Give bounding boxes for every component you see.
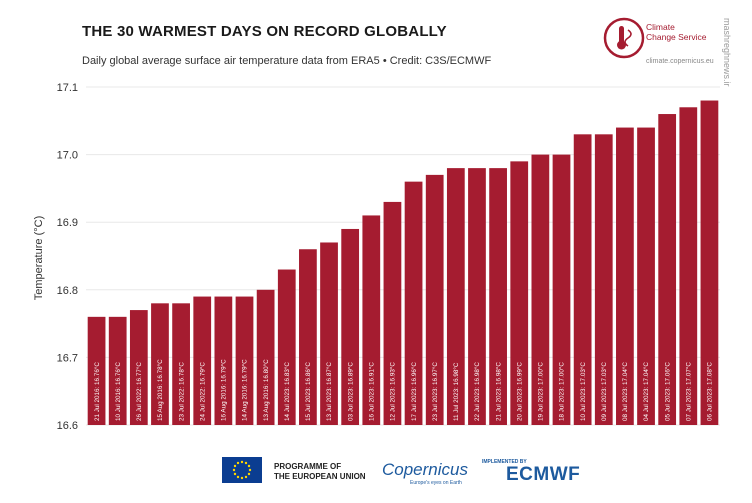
bar: [679, 107, 698, 425]
bar-label: 10 Jul 2016: 16.76°C: [114, 362, 122, 421]
bar-label: 11 Jul 2023: 16.98°C: [452, 362, 460, 421]
bar-label: 18 Jul 2023: 17.00°C: [558, 362, 566, 421]
chart-subtitle: Daily global average surface air tempera…: [82, 55, 492, 67]
bar: [129, 310, 148, 425]
bar: [637, 127, 655, 425]
bar: [404, 181, 423, 425]
bar: [383, 201, 402, 425]
bar-label: 04 Jul 2023: 17.04°C: [642, 362, 650, 421]
copernicus-tagline: Europe's eyes on Earth: [410, 480, 462, 486]
y-tick-label: 17.0: [57, 150, 78, 162]
bar-label: 09 Jul 2023: 17.03°C: [600, 362, 608, 421]
y-tick-label: 16.7: [57, 352, 78, 364]
bar: [573, 134, 592, 425]
bar: [193, 296, 212, 425]
c3s-logo-icon: [603, 17, 645, 59]
bar: [658, 114, 677, 425]
bar: [616, 127, 634, 425]
bar: [531, 154, 550, 425]
eu-line1: PROGRAMME OF: [274, 462, 342, 471]
y-tick-label: 17.1: [57, 82, 78, 94]
implemented-by-text: IMPLEMENTED BY: [482, 459, 527, 465]
bar-label: 13 Aug 2016: 16.80°C: [262, 359, 270, 421]
watermark: mashreghnews.ir: [722, 18, 732, 87]
bar-label: 21 Jul 2023: 16.98°C: [494, 362, 502, 421]
eu-line2: THE EUROPEAN UNION: [274, 472, 366, 481]
bar-label: 23 Jul 2023: 16.97°C: [431, 362, 439, 421]
bar-label: 16 Aug 2016: 16.79°C: [220, 359, 228, 421]
bar: [277, 269, 296, 425]
c3s-line1: Climate: [646, 22, 675, 32]
bars: 21 Jul 2016: 16.76°C 10 Jul 2016: 16.76°C…: [87, 100, 719, 426]
bar-label: 08 Jul 2023: 17.04°C: [621, 362, 629, 421]
bar-label: 12 Jul 2023: 16.93°C: [389, 362, 397, 421]
bar: [256, 289, 275, 425]
bar: [446, 168, 465, 425]
bar: [341, 228, 360, 425]
bar-label: 06 Jul 2023: 17.08°C: [706, 362, 714, 421]
c3s-line2: Change Service: [646, 32, 707, 42]
copernicus-logo: Copernicus: [382, 460, 468, 479]
bar-label: 24 Jul 2022: 16.79°C: [198, 362, 206, 421]
bar-label: 17 Jul 2023: 16.96°C: [410, 362, 418, 421]
bar-label: 15 Jul 2023: 16.86°C: [304, 362, 312, 421]
c3s-logo-text: Climate Change Service: [646, 22, 706, 42]
bar: [172, 303, 190, 425]
bar: [510, 161, 529, 426]
bar-label: 07 Jul 2023: 17.07°C: [685, 362, 693, 421]
bar-label: 20 Jul 2023: 16.99°C: [515, 362, 523, 421]
y-tick-label: 16.9: [57, 217, 78, 229]
bar-label: 14 Jul 2023: 16.83°C: [283, 362, 291, 421]
eu-programme-text: PROGRAMME OF THE EUROPEAN UNION: [274, 462, 366, 482]
bar-label: 22 Jul 2023: 16.98°C: [473, 362, 481, 421]
eu-flag-icon: [222, 457, 262, 483]
bar: [235, 296, 254, 425]
y-tick-label: 16.8: [57, 285, 78, 297]
bar-label: 13 Jul 2023: 16.87°C: [325, 362, 333, 421]
bar-label: 21 Jul 2016: 16.76°C: [93, 362, 101, 421]
bar: [362, 215, 381, 425]
bar-label: 16 Jul 2023: 16.91°C: [368, 362, 376, 421]
bar-label: 19 Jul 2023: 17.00°C: [537, 362, 545, 421]
bar: [700, 100, 719, 426]
bar: [87, 316, 106, 425]
grid-lines: [86, 86, 720, 426]
bar: [489, 168, 507, 425]
bar-label: 15 Aug 2016: 16.78°C: [156, 359, 164, 421]
chart-title: THE 30 WARMEST DAYS ON RECORD GLOBALLY: [82, 23, 447, 40]
ecmwf-logo: ECMWF: [506, 464, 581, 485]
bar: [214, 296, 233, 425]
bar: [552, 154, 571, 425]
bar: [468, 168, 486, 425]
bar-label: 23 Jul 2022: 16.78°C: [177, 362, 185, 421]
bar: [425, 174, 444, 425]
bar: [108, 316, 127, 425]
bar: [299, 249, 317, 425]
c3s-url: climate.copernicus.eu: [646, 58, 714, 65]
bar-label: 14 Aug 2016: 16.79°C: [241, 359, 249, 421]
y-tick-label: 16.6: [57, 420, 78, 432]
y-tick-labels: 16.6 16.7 16.8 16.9 17.0 17.1: [57, 82, 78, 432]
y-axis-label: Temperature (°C): [33, 216, 45, 300]
bar: [594, 134, 613, 425]
bar-label: 10 Jul 2023: 17.03°C: [579, 362, 587, 421]
bar-label: 26 Jul 2022: 16.77°C: [135, 362, 143, 421]
bar-label: 03 Jul 2023: 16.89°C: [346, 362, 354, 421]
bar: [320, 242, 338, 425]
bar-label: 05 Jul 2023: 17.06°C: [663, 362, 671, 421]
bar: [151, 303, 169, 425]
